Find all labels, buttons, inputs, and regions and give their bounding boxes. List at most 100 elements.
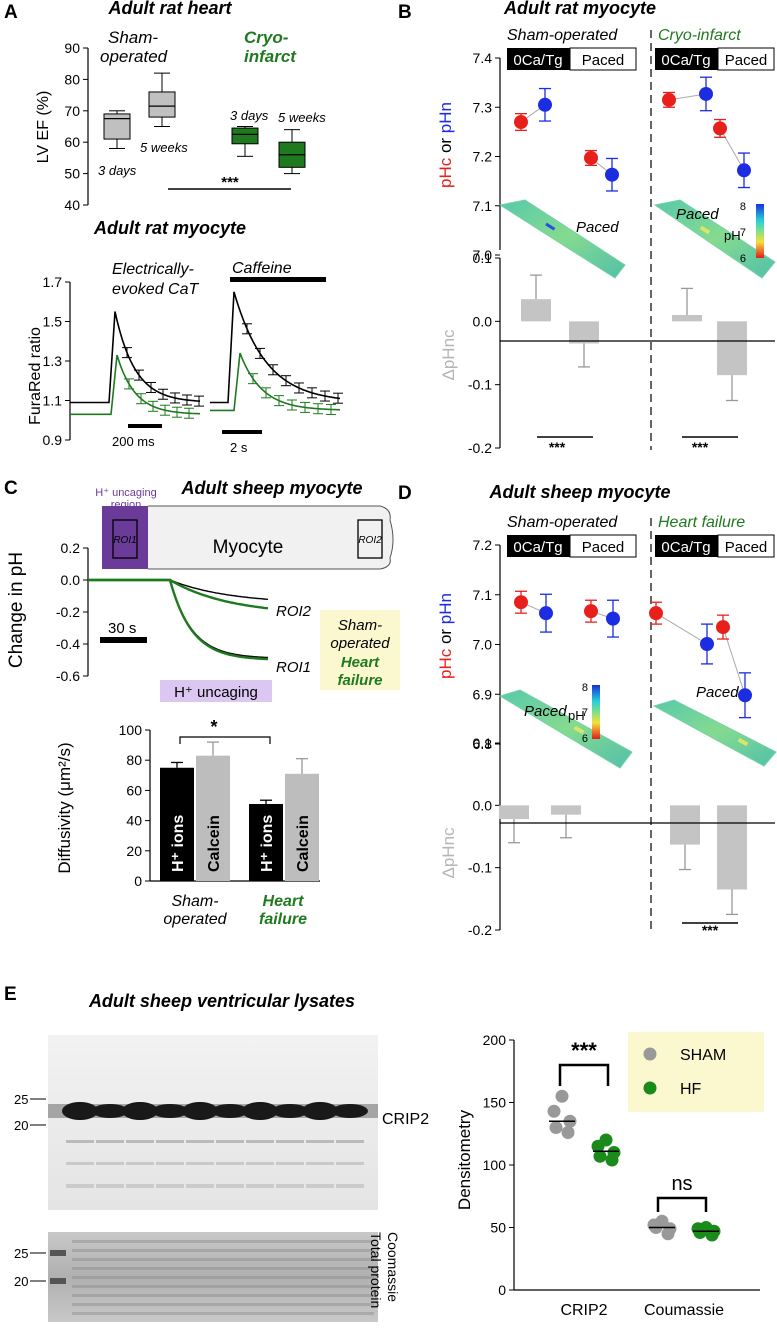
pHn-point [538,97,552,112]
panel-c: C Adult sheep myocyte H⁺ uncaging region… [4,478,400,928]
ef-axis-label: LV EF (%) [35,91,52,164]
densitometry-point [591,1139,605,1153]
point-link [655,612,708,645]
pHc-point [716,620,730,635]
panel-d-title: Adult sheep myocyte [488,482,670,502]
coomassie-band [72,1249,374,1252]
y-tick-label: 7.2 [473,149,493,165]
pHc-point [649,606,663,621]
crip2-band [272,1104,308,1118]
panel-a: A Adult rat heart Sham- operated Cryo- i… [4,0,343,455]
b-colorbar-6: 6 [740,253,746,265]
pHn-point [737,163,751,178]
scale-label-2s: 2 s [230,440,248,455]
e-blot-bands [48,1102,378,1188]
panel-e-title: Adult sheep ventricular lysates [88,991,355,1011]
pHc-point [584,604,598,619]
y-tick-label: 1.3 [43,353,63,369]
y-tick-label: 50 [64,166,80,182]
crip2-band [152,1104,188,1118]
point-link [719,128,745,171]
b-btn-paced-sham-text: Paced [582,52,625,69]
c-roi1-trace-label: ROI1 [276,659,311,676]
y-tick-label: 0.0 [61,572,81,588]
b-paced-label-1: Paced [576,219,619,236]
b-ylabel: pHc or pHn [436,102,455,188]
e-points: CRIP2 Coumassie [547,1089,724,1319]
uncaging-trace [88,579,269,659]
bar-label: Calcein [206,815,223,872]
diffusivity-bar [196,755,230,881]
minor-band [336,1162,364,1165]
c-sig-star: * [210,717,217,737]
box [103,113,131,140]
delta-bar [717,321,747,376]
d2-y-ticks: -0.2 -0.1 0.0 0.1 [468,735,500,938]
panel-b-title: Adult rat myocyte [503,0,656,18]
b2-sig-2: *** [692,439,709,455]
furared-y-ticks: 0.9 1.1 1.3 1.5 1.7 [43,274,70,448]
y-tick-label: 200 [483,1032,507,1048]
diffusivity-bar [160,767,194,881]
y-tick-label: 0.9 [43,432,63,448]
c-scale-label: 30 s [108,620,136,637]
y-tick-label: -0.6 [56,668,80,684]
coomassie-band [72,1258,374,1261]
pHc-point [514,595,528,610]
d-cell-nucleus-2 [737,737,749,747]
y-tick-label: 7.3 [473,99,493,115]
caffeine-label: Caffeine [232,260,292,277]
time-label-3days: 3 days [98,163,137,178]
e-y-ticks: 0 50 100 150 200 [483,1032,514,1298]
densitometry-point [605,1153,619,1167]
panel-label-b: B [398,2,412,23]
b-sham-label: Sham-operated [507,27,618,44]
minor-band [186,1140,214,1143]
y-tick-label: 0.0 [473,797,493,813]
bar-label: H⁺ ions [259,815,276,872]
y-tick-label: 7.1 [473,587,493,603]
cryo-label-line1: Cryo- [244,28,289,47]
coomassie-band [72,1240,374,1243]
d-cell-hf [652,699,777,767]
y-tick-label: 40 [126,813,142,829]
densitometry-point [705,1228,719,1242]
cat-label-line2: evoked CaT [112,281,199,298]
panel-label-e: E [4,984,17,1005]
c-uncaging-label-2: region [111,499,142,511]
delta-bar [569,321,599,344]
y-tick-label: 0 [134,873,142,889]
box [231,127,259,145]
d2-bars [499,805,747,916]
y-tick-label: 90 [64,40,80,56]
y-tick-label: 0.1 [473,735,493,751]
minor-band [276,1184,304,1188]
minor-band [216,1162,244,1165]
c-roi1-label: ROI1 [113,535,136,546]
y-tick-label: 1.7 [43,274,63,290]
e-blot-top [48,1035,378,1210]
y-tick-label: 7.0 [473,247,493,263]
densitometry-point [555,1089,569,1103]
d-btn-ca-hf [655,535,718,557]
crip2-band [242,1102,278,1120]
minor-band [246,1140,274,1143]
minor-band [306,1140,334,1143]
panel-label-c: C [4,478,18,499]
minor-band [336,1140,364,1143]
minor-band [246,1162,274,1165]
y-tick-label: 6.8 [473,736,493,752]
ef-sig-stars: *** [221,174,239,191]
b-btn-paced-cryo-text: Paced [725,52,768,69]
c-sig-bracket [179,736,271,744]
b-dpH-label: ΔpHnc [439,329,458,381]
y-tick-label: 0.0 [473,313,493,329]
c-uncaging-bar [160,680,272,702]
d-btn-paced-hf-text: Paced [725,539,768,556]
minor-band [156,1184,184,1188]
c-roi1-box [112,519,138,559]
b-btn-paced-cryo [717,47,775,71]
ladder-band [50,1278,66,1284]
diffusivity-bar [285,773,319,881]
densitometry-point [549,1121,563,1134]
